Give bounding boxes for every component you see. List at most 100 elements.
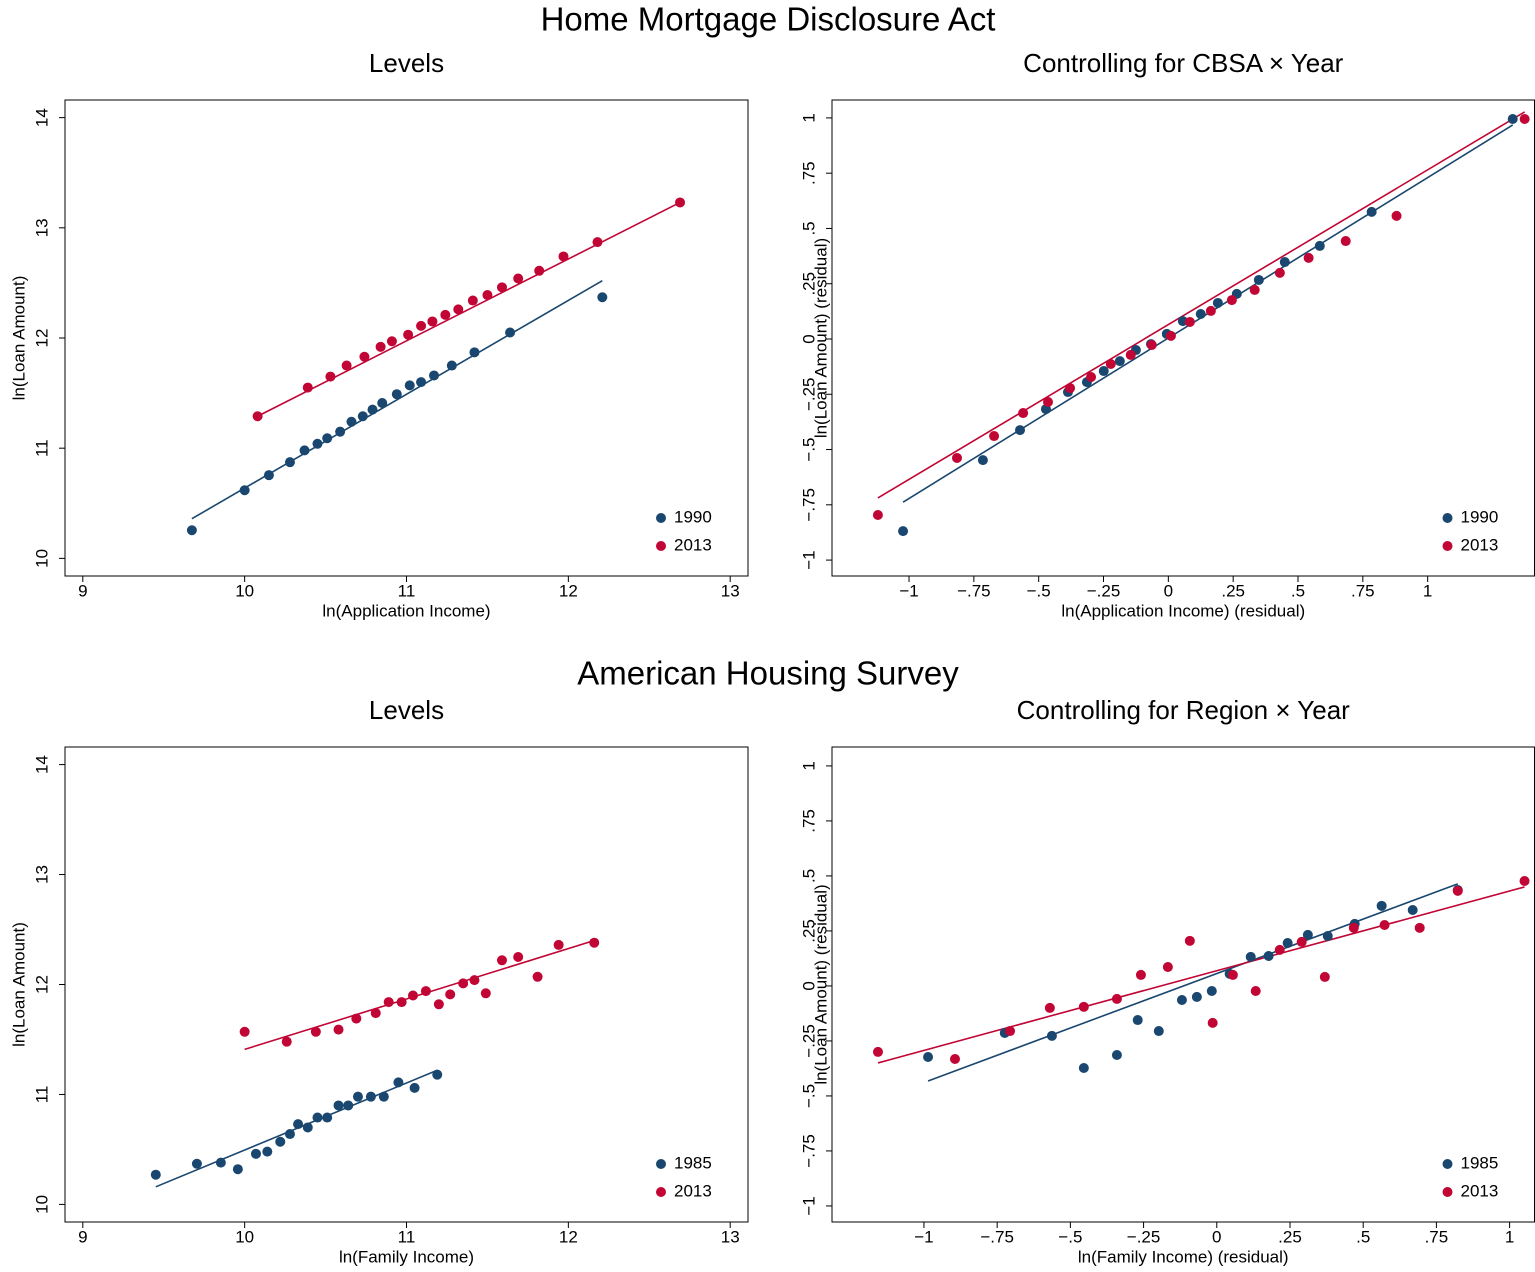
legend-marker	[656, 513, 666, 523]
point	[322, 433, 333, 444]
point	[1105, 358, 1116, 369]
x-axis-label: ln(Application Income)	[322, 601, 490, 620]
point	[1227, 969, 1238, 980]
point	[263, 470, 274, 481]
point	[351, 1013, 362, 1024]
x-tick-label: −.5	[1027, 581, 1051, 600]
point	[951, 452, 962, 463]
point	[1452, 885, 1463, 896]
legend-marker	[1442, 513, 1453, 523]
point	[239, 1026, 250, 1037]
point	[446, 360, 457, 371]
section-heading: American Housing Survey	[577, 655, 959, 692]
point	[383, 997, 394, 1008]
x-tick-label: 9	[78, 1227, 87, 1246]
plot-frame	[64, 746, 749, 1223]
point	[440, 309, 451, 320]
point	[1296, 936, 1307, 947]
y-axis-label: ln(Loan Amount)	[9, 922, 28, 1047]
legend-label: 1985	[1461, 1153, 1499, 1172]
point	[239, 485, 250, 496]
x-tick-label: 11	[398, 1227, 416, 1246]
point	[404, 380, 415, 391]
point	[1314, 240, 1325, 251]
x-tick-label: .5	[1291, 581, 1305, 600]
point	[325, 371, 336, 382]
point	[977, 455, 988, 466]
y-tick-label: 11	[32, 1086, 51, 1104]
y-axis-label: ln(Loan Amount) (residual)	[811, 884, 830, 1084]
x-axis-label: ln(Family Income)	[339, 1247, 474, 1266]
point	[1282, 938, 1293, 949]
point	[312, 438, 323, 449]
point	[335, 426, 346, 437]
point	[352, 1091, 363, 1102]
x-tick-label: −.25	[1127, 1227, 1161, 1246]
point	[365, 1091, 376, 1102]
y-tick-label: −1	[799, 550, 818, 569]
point	[302, 382, 313, 393]
point	[378, 1091, 389, 1102]
point	[284, 1129, 295, 1140]
point	[427, 316, 438, 327]
point	[1245, 951, 1256, 962]
point	[281, 1036, 292, 1047]
point	[1111, 1050, 1122, 1061]
x-tick-label: 13	[721, 1227, 740, 1246]
point	[534, 265, 545, 276]
point	[592, 237, 603, 248]
y-tick-label: −.25	[799, 377, 818, 411]
x-tick-label: 12	[559, 581, 578, 600]
fit-line	[244, 939, 595, 1051]
point	[416, 320, 427, 331]
y-tick-label: .25	[799, 272, 818, 296]
y-tick-label: 11	[32, 439, 51, 457]
point	[302, 1122, 313, 1133]
point	[1279, 257, 1290, 268]
x-tick-label: 12	[559, 1227, 578, 1246]
point	[346, 416, 357, 427]
chart-title: Controlling for CBSA × Year	[1023, 48, 1343, 78]
point	[1507, 114, 1518, 125]
x-axis-label: ln(Application Income) (residual)	[1061, 601, 1305, 620]
point	[416, 377, 427, 388]
point	[675, 197, 686, 208]
y-tick-label: −.5	[799, 1084, 818, 1108]
point	[191, 1158, 202, 1169]
y-tick-label: 14	[32, 755, 51, 774]
point	[513, 273, 524, 284]
point	[458, 978, 469, 989]
y-tick-label: −.75	[799, 1134, 818, 1168]
point	[370, 1008, 381, 1019]
point	[1195, 309, 1206, 320]
point	[275, 1136, 286, 1147]
point	[429, 370, 440, 381]
point	[1322, 930, 1333, 941]
plot-frame	[831, 99, 1535, 577]
point	[1184, 935, 1195, 946]
point	[215, 1157, 226, 1168]
point	[1340, 236, 1351, 247]
point	[1212, 297, 1223, 308]
point	[1207, 1017, 1218, 1028]
legend-label: 2013	[1461, 535, 1499, 554]
point	[1376, 900, 1387, 911]
point	[312, 1112, 323, 1123]
point	[597, 292, 608, 303]
point	[150, 1169, 161, 1180]
section-heading: Home Mortgage Disclosure Act	[541, 1, 996, 38]
point	[1135, 969, 1146, 980]
point	[396, 997, 407, 1008]
point	[433, 999, 444, 1010]
x-tick-label: −1	[914, 1227, 933, 1246]
point	[293, 1119, 304, 1130]
point	[1153, 1026, 1164, 1037]
point	[505, 327, 516, 338]
point	[1379, 919, 1390, 930]
x-tick-label: −.75	[957, 581, 991, 600]
point	[375, 341, 386, 352]
x-tick-label: 0	[1164, 581, 1173, 600]
y-axis-label: ln(Loan Amount) (residual)	[811, 238, 830, 438]
y-tick-label: 0	[799, 334, 818, 343]
